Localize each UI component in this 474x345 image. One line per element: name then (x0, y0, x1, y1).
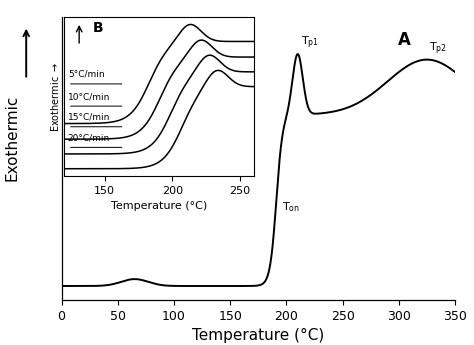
Text: T$_{\rm on}$: T$_{\rm on}$ (282, 200, 300, 214)
Text: T$_{\rm p2}$: T$_{\rm p2}$ (429, 40, 447, 57)
X-axis label: Temperature (°C): Temperature (°C) (192, 328, 325, 343)
Text: 10°C/min: 10°C/min (68, 92, 110, 101)
X-axis label: Temperature (°C): Temperature (°C) (110, 201, 207, 211)
Text: A: A (398, 31, 410, 49)
Text: T$_{\rm p1}$: T$_{\rm p1}$ (301, 35, 319, 51)
Text: 5°C/min: 5°C/min (68, 70, 104, 79)
Text: Exothermic: Exothermic (4, 95, 19, 181)
Text: B: B (93, 21, 103, 35)
Text: 20°C/min: 20°C/min (68, 134, 110, 142)
Text: 15°C/min: 15°C/min (68, 113, 110, 122)
Y-axis label: Exothermic $\rightarrow$: Exothermic $\rightarrow$ (49, 61, 61, 132)
